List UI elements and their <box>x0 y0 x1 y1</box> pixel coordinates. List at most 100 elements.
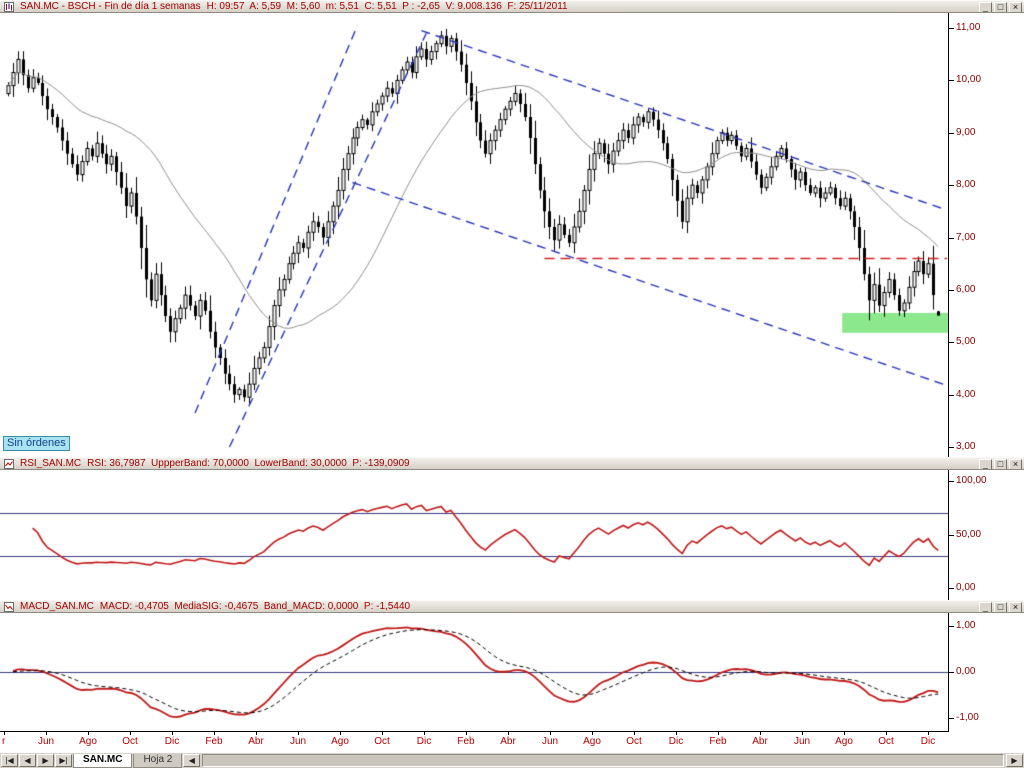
month-label: Feb <box>709 736 727 747</box>
maximize-button[interactable]: □ <box>994 602 1007 612</box>
month-label: Ago <box>583 736 601 747</box>
axis-tick <box>949 626 954 627</box>
month-label: Dic <box>416 736 432 747</box>
month-label: Feb <box>457 736 475 747</box>
month-tick <box>676 732 677 735</box>
month-tick <box>88 732 89 735</box>
month-label: Oct <box>122 736 138 747</box>
scroll-left-button[interactable]: ◀ <box>183 754 201 767</box>
month-label: Ago <box>79 736 97 747</box>
price-panel-titlebar[interactable]: SAN.MC - BSCH - Fin de día 1 semanas H: … <box>0 0 1024 13</box>
price-y-axis: 11,00 10,00 9,00 8,00 7,00 6,00 5,00 4,00 3,00 <box>948 13 1024 457</box>
month-label: Dic <box>920 736 936 747</box>
minimize-button[interactable]: _ <box>979 2 992 12</box>
axis-tick <box>949 238 954 239</box>
no-orders-badge: Sin órdenes <box>3 436 70 451</box>
month-label: Dic <box>668 736 684 747</box>
axis-tick <box>949 535 954 536</box>
maximize-button[interactable]: □ <box>994 2 1007 12</box>
price-panel-stats: H: 09:57 A: 5,59 M: 5,60 m: 5,51 C: 5,51… <box>206 1 568 12</box>
axis-tick <box>949 185 954 186</box>
tab-hoja-2[interactable]: Hoja 2 <box>133 753 183 768</box>
month-tick <box>382 732 383 735</box>
window-controls: _ □ × <box>979 602 1022 612</box>
close-button[interactable]: × <box>1009 459 1022 469</box>
month-tick <box>550 732 551 735</box>
axis-tick <box>949 80 954 81</box>
axis-tick <box>949 481 954 482</box>
month-label: Feb <box>205 736 223 747</box>
macd-panel-stats: MACD: -0,4705 MediaSIG: -0,4675 Band_MAC… <box>99 601 411 612</box>
price-chart-canvas[interactable] <box>0 13 948 457</box>
candlestick-chart-icon <box>4 1 14 12</box>
axis-label: 8,00 <box>956 179 976 191</box>
month-label: Abr <box>500 736 516 747</box>
macd-panel-name: MACD_SAN.MC <box>20 601 94 612</box>
month-tick <box>256 732 257 735</box>
month-tick <box>760 732 761 735</box>
macd-panel-titlebar[interactable]: MACD_SAN.MC MACD: -0,4705 MediaSIG: -0,4… <box>0 600 1024 613</box>
last-sheet-button[interactable]: ▶| <box>55 754 72 767</box>
prev-sheet-button[interactable]: ◀ <box>19 754 36 767</box>
close-button[interactable]: × <box>1009 2 1022 12</box>
axis-label: 6,00 <box>956 283 976 295</box>
month-tick <box>340 732 341 735</box>
maximize-button[interactable]: □ <box>994 459 1007 469</box>
scroll-right-button[interactable]: ▶ <box>1006 754 1023 767</box>
window-controls: _ □ × <box>979 2 1022 12</box>
month-tick <box>886 732 887 735</box>
minimize-button[interactable]: _ <box>979 459 992 469</box>
rsi-panel-titlebar[interactable]: RSI_SAN.MC RSI: 36,7987 UppperBand: 70,0… <box>0 457 1024 470</box>
tab-san-mc[interactable]: SAN.MC <box>73 753 133 768</box>
month-label: r <box>2 736 6 747</box>
month-tick <box>130 732 131 735</box>
month-tick <box>592 732 593 735</box>
month-label: Abr <box>248 736 264 747</box>
axis-tick <box>949 672 954 673</box>
axis-label: 100,00 <box>956 475 987 486</box>
axis-label: -1,00 <box>956 712 979 723</box>
month-tick <box>298 732 299 735</box>
month-tick <box>172 732 173 735</box>
month-label: Abr <box>752 736 768 747</box>
month-tick <box>802 732 803 735</box>
axis-label: 11,00 <box>956 22 981 33</box>
minimize-button[interactable]: _ <box>979 602 992 612</box>
month-tick <box>466 732 467 735</box>
macd-y-axis: 1,00 0,00 -1,00 <box>948 613 1024 731</box>
month-tick <box>4 732 5 735</box>
axis-label: 5,00 <box>956 336 976 348</box>
axis-tick <box>949 718 954 719</box>
month-label: Jun <box>37 736 55 747</box>
macd-chart-canvas[interactable] <box>0 613 948 731</box>
month-tick <box>718 732 719 735</box>
month-label: Oct <box>374 736 390 747</box>
axis-label: 9,00 <box>956 126 976 138</box>
axis-label: 1,00 <box>956 620 976 631</box>
rsi-chart-canvas[interactable] <box>0 470 948 600</box>
close-button[interactable]: × <box>1009 602 1022 612</box>
sheet-bar: |◀ ◀ ▶ ▶| SAN.MC Hoja 2 ◀ ▶ <box>0 752 1024 768</box>
rsi-panel-name: RSI_SAN.MC <box>20 458 82 469</box>
horizontal-scrollbar[interactable] <box>202 754 1004 767</box>
axis-tick <box>949 290 954 291</box>
axis-label: 10,00 <box>956 74 982 86</box>
axis-label: 0,00 <box>956 582 976 593</box>
next-sheet-button[interactable]: ▶ <box>37 754 54 767</box>
rsi-panel-stats: RSI: 36,7987 UppperBand: 70,0000 LowerBa… <box>87 458 410 469</box>
price-panel-title: SAN.MC - BSCH - Fin de día 1 semanas <box>20 1 201 12</box>
month-label: Oct <box>626 736 642 747</box>
month-label: Oct <box>878 736 894 747</box>
month-tick <box>424 732 425 735</box>
month-tick <box>46 732 47 735</box>
first-sheet-button[interactable]: |◀ <box>1 754 18 767</box>
axis-tick <box>949 28 954 29</box>
axis-label: 50,00 <box>956 528 982 540</box>
month-tick <box>634 732 635 735</box>
month-tick <box>214 732 215 735</box>
indicator-icon <box>4 601 14 612</box>
month-tick <box>928 732 929 735</box>
month-label: Jun <box>289 736 307 747</box>
axis-tick <box>949 342 954 343</box>
